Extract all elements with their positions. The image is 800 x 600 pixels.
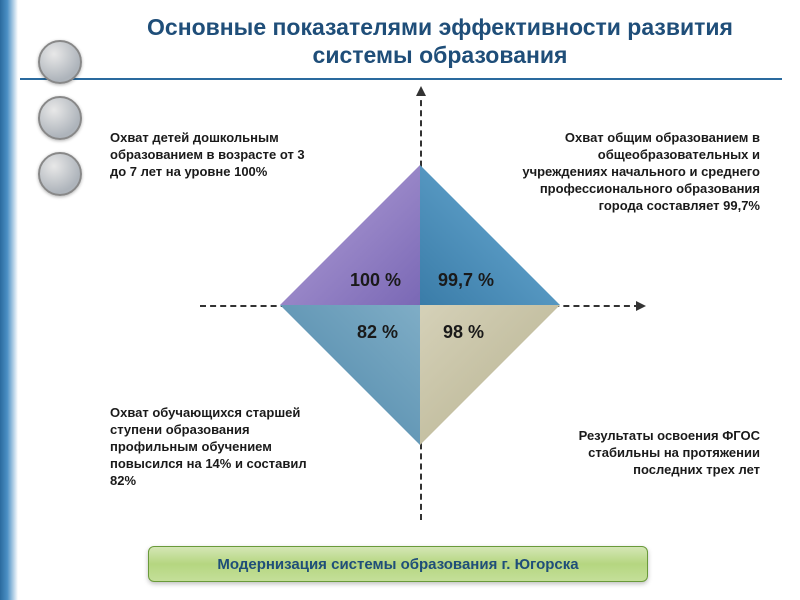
value-bottom-left: 82 % xyxy=(357,322,398,343)
page-title: Основные показателями эффективности разв… xyxy=(100,14,780,69)
banner-label: Модернизация системы образования г. Югор… xyxy=(148,546,648,582)
arrow-up-icon xyxy=(416,86,426,96)
decorative-icon-1 xyxy=(38,40,82,84)
left-accent-strip xyxy=(0,0,18,600)
quadrant-bottom-right xyxy=(420,305,560,445)
description-bottom-left: Охват обучающихся старшей ступени образо… xyxy=(110,405,310,489)
arrow-right-icon xyxy=(636,301,646,311)
value-top-left: 100 % xyxy=(350,270,401,291)
description-top-left: Охват детей дошкольным образованием в во… xyxy=(110,130,310,181)
decorative-icon-3 xyxy=(38,152,82,196)
value-bottom-right: 98 % xyxy=(443,322,484,343)
decorative-icon-2 xyxy=(38,96,82,140)
description-top-right: Охват общим образованием в общеобразоват… xyxy=(510,130,760,214)
description-bottom-right: Результаты освоения ФГОС стабильны на пр… xyxy=(530,428,760,479)
value-top-right: 99,7 % xyxy=(438,270,494,291)
title-underline xyxy=(20,78,782,80)
